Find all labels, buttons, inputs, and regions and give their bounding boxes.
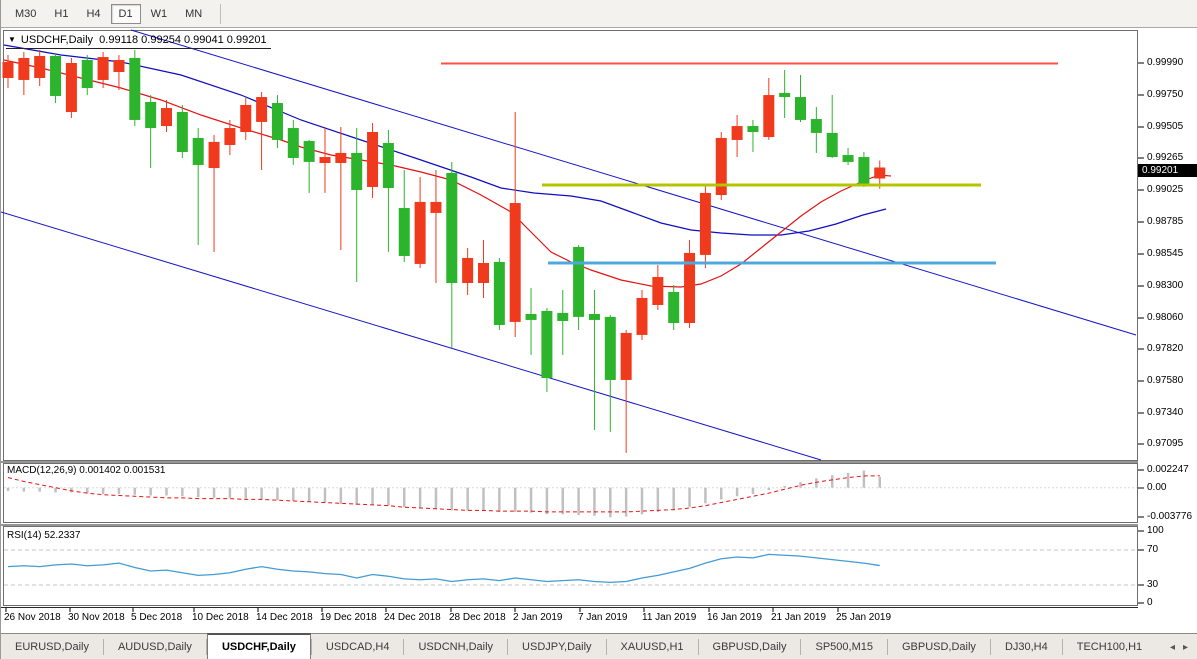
price-axis-label: 0.97340 bbox=[1147, 407, 1184, 418]
macd-axis-label: 0.002247 bbox=[1147, 464, 1189, 475]
chart-content: ▼ USDCHF,Daily 0.99118 0.99254 0.99041 0.… bbox=[1, 29, 1197, 633]
date-axis-label: 11 Jan 2019 bbox=[642, 612, 697, 623]
timeframe-button-mn[interactable]: MN bbox=[185, 7, 203, 20]
date-axis-label: 21 Jan 2019 bbox=[771, 612, 827, 623]
tab-divider bbox=[1061, 639, 1063, 655]
tab-usdcad-h4-3[interactable]: USDCAD,H4 bbox=[325, 641, 390, 653]
tab-eurusd-daily-0[interactable]: EURUSD,Daily bbox=[15, 641, 89, 653]
date-axis-label: 25 Jan 2019 bbox=[836, 612, 892, 623]
tab-divider bbox=[205, 639, 207, 655]
rsi-axis-label: 70 bbox=[1147, 544, 1159, 555]
price-axis-label: 0.99750 bbox=[1147, 89, 1184, 100]
price-axis-label: 0.98545 bbox=[1147, 248, 1184, 259]
macd-histogram bbox=[6, 470, 881, 518]
price-axis-label: 0.99265 bbox=[1147, 152, 1184, 163]
chart-dropdown-icon[interactable]: ▼ bbox=[8, 35, 16, 44]
date-axis-label: 19 Dec 2018 bbox=[320, 612, 377, 623]
macd-axis-label: -0.003776 bbox=[1147, 511, 1193, 522]
rsi-axis-label: 100 bbox=[1147, 525, 1164, 536]
ma-fast-line bbox=[3, 59, 892, 288]
chart-symbol-label: USDCHF,Daily bbox=[20, 34, 94, 46]
date-axis-label: 16 Jan 2019 bbox=[707, 612, 763, 623]
tab-tech100-h1-11[interactable]: TECH100,H1 bbox=[1076, 641, 1143, 653]
chart-title: ▼ USDCHF,Daily 0.99118 0.99254 0.99041 0.… bbox=[6, 34, 271, 49]
price-axis-label: 0.99990 bbox=[1147, 57, 1184, 68]
tab-gbpusd-daily-9[interactable]: GBPUSD,Daily bbox=[901, 641, 976, 653]
tab-divider bbox=[507, 639, 509, 655]
chart-canvas[interactable] bbox=[1, 29, 1197, 633]
price-axis-label: 0.99025 bbox=[1147, 184, 1184, 195]
trend-channel-lines[interactable] bbox=[1, 29, 1137, 461]
date-axis-label: 28 Dec 2018 bbox=[449, 612, 506, 623]
chart-quote-values: 0.99118 0.99254 0.99041 0.99201 bbox=[99, 34, 267, 46]
timeframe-button-h4[interactable]: H4 bbox=[86, 7, 101, 20]
price-axis-label: 0.98060 bbox=[1147, 312, 1184, 323]
tab-divider bbox=[800, 639, 802, 655]
date-axis-label: 26 Nov 2018 bbox=[4, 612, 61, 623]
price-axis-label: 0.97820 bbox=[1147, 343, 1184, 354]
price-axis-label: 0.99505 bbox=[1147, 121, 1184, 132]
tab-usdcnh-daily-4[interactable]: USDCNH,Daily bbox=[418, 641, 494, 653]
tab-usdjpy-daily-5[interactable]: USDJPY,Daily bbox=[522, 641, 592, 653]
macd-axis-label: 0.00 bbox=[1147, 482, 1167, 493]
timeframe-button-w1[interactable]: W1 bbox=[150, 7, 168, 20]
price-axis-label: 0.97580 bbox=[1147, 375, 1184, 386]
ma-slow-line bbox=[3, 44, 887, 236]
toolbar-separator bbox=[220, 3, 222, 24]
macd-signal-line bbox=[7, 475, 880, 513]
tab-sp500-m15-8[interactable]: SP500,M15 bbox=[815, 641, 873, 653]
date-axis-label: 5 Dec 2018 bbox=[131, 612, 183, 623]
tab-divider bbox=[102, 639, 104, 655]
current-price-tag: 0.99201 bbox=[1138, 164, 1197, 177]
tab-xauusd-h1-6[interactable]: XAUUSD,H1 bbox=[620, 641, 684, 653]
tab-divider bbox=[605, 639, 607, 655]
tab-dj30-h4-10[interactable]: DJ30,H4 bbox=[1004, 641, 1048, 653]
chart-tab-bar: EURUSD,Daily AUDUSD,Daily USDCHF,Daily USDC… bbox=[1, 633, 1197, 659]
tab-divider bbox=[989, 639, 991, 655]
tab-scroll-right-icon[interactable]: ▸ bbox=[1182, 641, 1188, 653]
timeframe-button-m30[interactable]: M30 bbox=[15, 7, 37, 20]
price-axis-label: 0.98300 bbox=[1147, 280, 1184, 291]
date-axis-label: 30 Nov 2018 bbox=[68, 612, 125, 623]
tab-divider bbox=[697, 639, 699, 655]
macd-indicator-label: MACD(12,26,9) 0.001402 0.001531 bbox=[7, 465, 166, 476]
tab-gbpusd-daily-7[interactable]: GBPUSD,Daily bbox=[712, 641, 787, 653]
date-axis-label: 24 Dec 2018 bbox=[384, 612, 441, 623]
horizontal-level-lines[interactable] bbox=[441, 62, 1058, 265]
tab-divider bbox=[403, 639, 405, 655]
price-axis-label: 0.98785 bbox=[1147, 216, 1184, 227]
date-axis-label: 14 Dec 2018 bbox=[256, 612, 313, 623]
tab-scroll-left-icon[interactable]: ◂ bbox=[1169, 641, 1175, 653]
rsi-axis-label: 0 bbox=[1147, 597, 1153, 608]
tab-divider bbox=[886, 639, 888, 655]
tab-audusd-daily-1[interactable]: AUDUSD,Daily bbox=[117, 641, 192, 653]
rsi-indicator-label: RSI(14) 52.2337 bbox=[7, 530, 81, 541]
timeframe-button-h1[interactable]: H1 bbox=[54, 7, 69, 20]
tab-divider bbox=[310, 639, 312, 655]
timeframe-toolbar: M30 H1 H4 D1 W1 MN bbox=[1, 0, 1197, 28]
date-axis-label: 2 Jan 2019 bbox=[513, 612, 563, 623]
timeframe-button-d1[interactable]: D1 bbox=[110, 3, 141, 24]
candlestick-series bbox=[2, 50, 886, 453]
axis-ticks bbox=[5, 62, 1144, 612]
date-axis-label: 10 Dec 2018 bbox=[192, 612, 249, 623]
date-axis-label: 7 Jan 2019 bbox=[578, 612, 628, 623]
tab-usdchf-daily-2[interactable]: USDCHF,Daily bbox=[206, 633, 311, 659]
rsi-axis-label: 30 bbox=[1147, 579, 1159, 590]
price-axis-label: 0.97095 bbox=[1147, 438, 1184, 449]
rsi-line bbox=[7, 553, 880, 584]
